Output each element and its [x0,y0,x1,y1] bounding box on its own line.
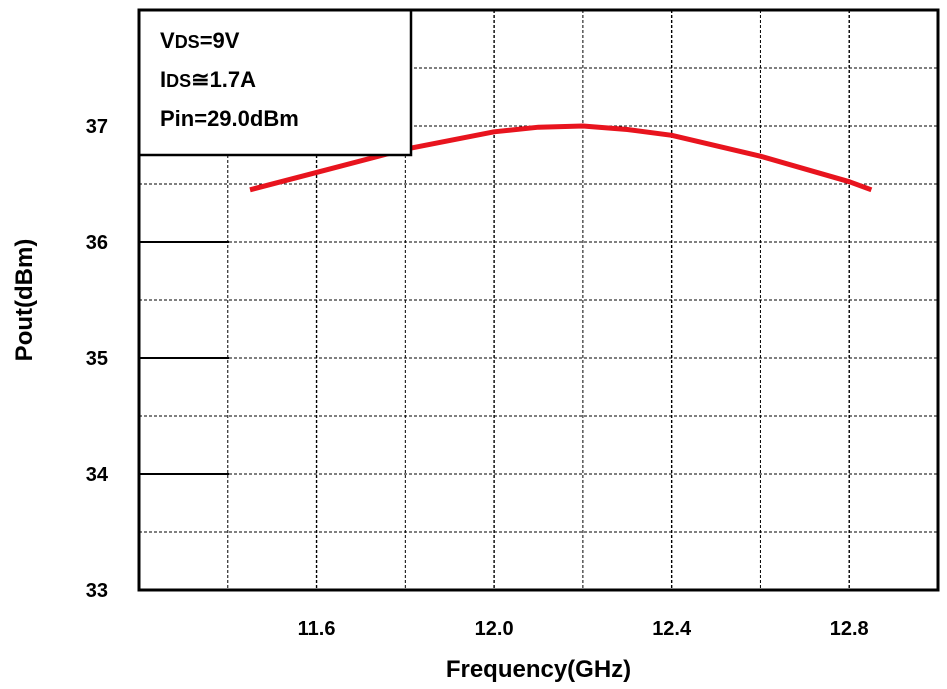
x-tick-label: 12.8 [830,618,869,640]
series-line-0 [249,123,873,193]
legend-frame [137,8,413,157]
legend-box: VDS=9V IDS≅1.7A Pin=29.0dBm [137,8,413,157]
x-tick-labels: 11.6 12.0 12.4 12.8 [298,618,869,640]
annotation-line-1: IDS≅1.7A [160,67,256,92]
y-axis-title: Pout(dBm) [11,239,38,362]
y-tick-label: 35 [86,348,108,370]
annotation-line-2: Pin=29.0dBm [160,106,299,131]
plot-frame [137,8,940,592]
y-tick-label: 36 [86,232,108,254]
y-tick-label: 37 [86,116,108,138]
x-tick-label: 12.0 [475,618,514,640]
series-layer [249,123,873,193]
x-tick-label: 12.4 [652,618,692,640]
plot-border [137,8,940,592]
y-tick-labels: 33 34 35 36 37 [86,116,109,602]
x-axis-title: Frequency(GHz) [446,656,631,683]
y-tick-label: 34 [86,464,109,486]
x-tick-label: 11.6 [298,618,336,640]
annotation-line-0: VDS=9V [160,28,240,53]
y-tick-label: 33 [86,580,108,602]
